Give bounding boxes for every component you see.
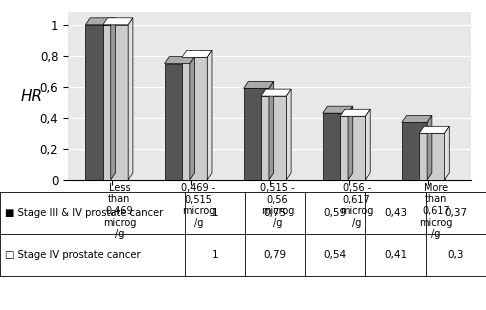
Y-axis label: HR: HR: [21, 89, 43, 104]
Polygon shape: [323, 106, 353, 113]
Polygon shape: [286, 89, 291, 180]
Bar: [103, 25, 128, 180]
Polygon shape: [348, 106, 353, 180]
Text: 1: 1: [211, 208, 218, 218]
Bar: [165, 64, 190, 180]
Polygon shape: [419, 126, 449, 133]
Polygon shape: [445, 126, 449, 180]
Text: 0,75: 0,75: [263, 208, 287, 218]
Text: 0,37: 0,37: [444, 208, 468, 218]
Bar: [402, 122, 427, 180]
Polygon shape: [365, 109, 370, 180]
Polygon shape: [111, 18, 116, 180]
Polygon shape: [103, 18, 133, 25]
Bar: [340, 116, 365, 180]
Text: ■ Stage III & IV prostate cancer: ■ Stage III & IV prostate cancer: [5, 208, 163, 218]
Polygon shape: [86, 18, 116, 25]
Bar: [86, 25, 111, 180]
Polygon shape: [207, 50, 212, 180]
Text: 0,41: 0,41: [384, 250, 407, 260]
Polygon shape: [128, 18, 133, 180]
Polygon shape: [165, 57, 194, 64]
Polygon shape: [182, 50, 212, 57]
Polygon shape: [269, 82, 274, 180]
Text: 0,3: 0,3: [448, 250, 464, 260]
Text: 0,515 -
0,56
microg
/g: 0,515 - 0,56 microg /g: [260, 183, 295, 228]
Bar: [182, 57, 207, 180]
Bar: [323, 113, 348, 180]
Text: Less
than
0,469
microg
/g: Less than 0,469 microg /g: [103, 183, 136, 239]
Text: 0,469 -
0,515
microg
/g: 0,469 - 0,515 microg /g: [181, 183, 216, 228]
Text: 0,59: 0,59: [324, 208, 347, 218]
Text: 0,54: 0,54: [324, 250, 347, 260]
Text: □ Stage IV prostate cancer: □ Stage IV prostate cancer: [5, 250, 140, 260]
Bar: [243, 88, 269, 180]
Bar: [261, 96, 286, 180]
Text: 0,56 -
0,617
microg
/g: 0,56 - 0,617 microg /g: [340, 183, 373, 228]
Text: 1: 1: [211, 250, 218, 260]
Polygon shape: [427, 116, 432, 180]
Text: 0,79: 0,79: [263, 250, 287, 260]
Polygon shape: [402, 116, 432, 122]
Text: More
than
0,617
microg
/g: More than 0,617 microg /g: [419, 183, 452, 239]
Bar: [419, 133, 445, 180]
Polygon shape: [261, 89, 291, 96]
Polygon shape: [243, 82, 274, 88]
Polygon shape: [190, 57, 194, 180]
Polygon shape: [340, 109, 370, 116]
Text: 0,43: 0,43: [384, 208, 407, 218]
